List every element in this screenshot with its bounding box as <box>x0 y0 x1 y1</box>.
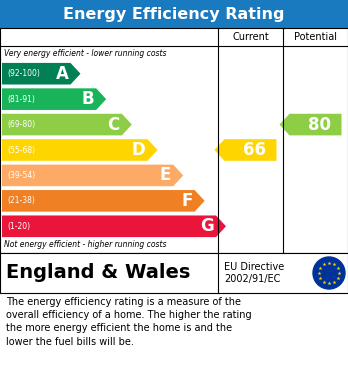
Polygon shape <box>2 165 183 186</box>
Text: 2002/91/EC: 2002/91/EC <box>224 274 280 284</box>
Text: (21-38): (21-38) <box>7 196 35 205</box>
Text: B: B <box>81 90 94 108</box>
Text: (55-68): (55-68) <box>7 145 35 154</box>
Text: Current: Current <box>232 32 269 42</box>
Text: Not energy efficient - higher running costs: Not energy efficient - higher running co… <box>4 240 166 249</box>
Text: G: G <box>200 217 214 235</box>
Text: E: E <box>160 167 171 185</box>
Text: (1-20): (1-20) <box>7 222 30 231</box>
Polygon shape <box>2 215 226 237</box>
Text: (39-54): (39-54) <box>7 171 35 180</box>
Polygon shape <box>214 139 277 161</box>
Text: (92-100): (92-100) <box>7 69 40 78</box>
Text: 80: 80 <box>308 116 331 134</box>
Text: Very energy efficient - lower running costs: Very energy efficient - lower running co… <box>4 49 166 58</box>
Polygon shape <box>2 190 205 212</box>
Polygon shape <box>2 63 80 84</box>
Polygon shape <box>2 139 158 161</box>
Text: Energy Efficiency Rating: Energy Efficiency Rating <box>63 7 285 22</box>
Text: Potential: Potential <box>294 32 337 42</box>
Text: D: D <box>132 141 145 159</box>
Bar <box>0 28 348 253</box>
Text: The energy efficiency rating is a measure of the
overall efficiency of a home. T: The energy efficiency rating is a measur… <box>6 297 252 346</box>
Polygon shape <box>279 114 341 135</box>
Polygon shape <box>2 88 106 110</box>
Text: A: A <box>56 65 69 83</box>
Text: (81-91): (81-91) <box>7 95 35 104</box>
Text: C: C <box>108 116 120 134</box>
Bar <box>0 253 348 293</box>
Text: 66: 66 <box>243 141 266 159</box>
Text: (69-80): (69-80) <box>7 120 35 129</box>
Text: EU Directive: EU Directive <box>224 262 284 272</box>
Text: England & Wales: England & Wales <box>6 264 190 283</box>
Bar <box>0 0 348 28</box>
Text: F: F <box>181 192 192 210</box>
Circle shape <box>313 257 345 289</box>
Polygon shape <box>2 114 132 135</box>
